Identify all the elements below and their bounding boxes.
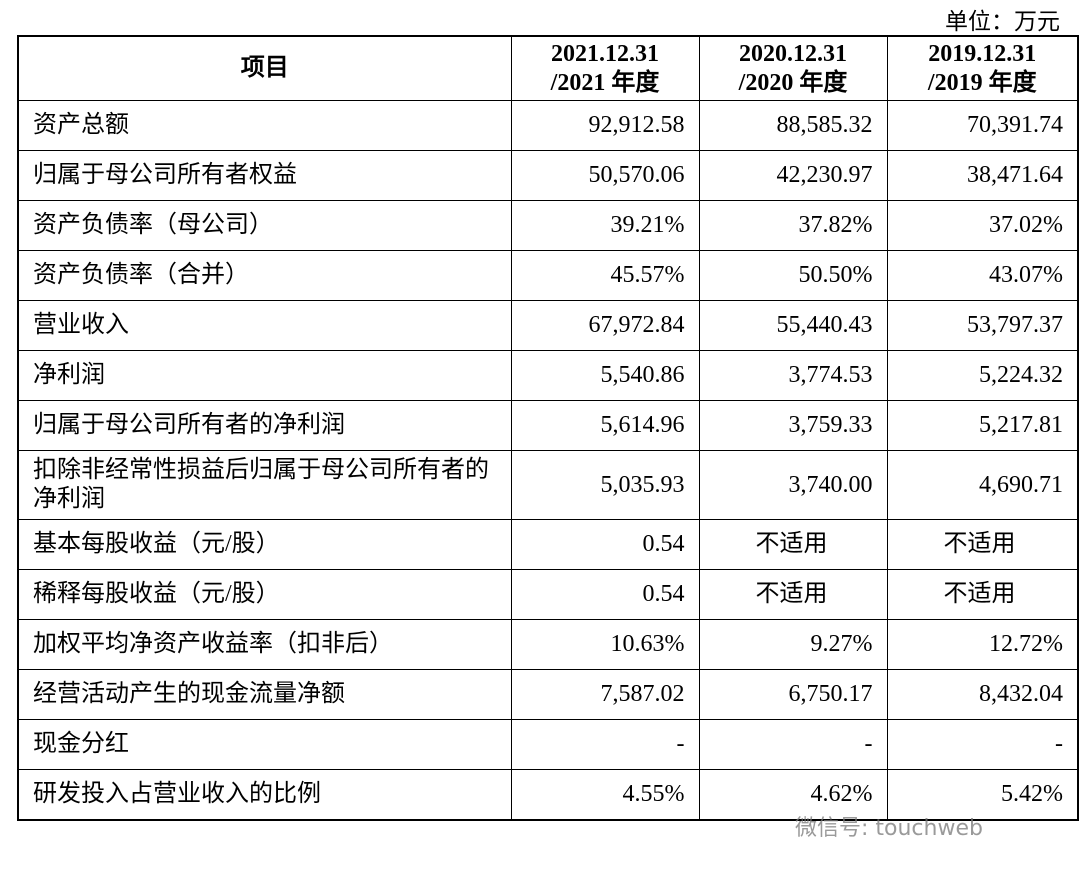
table-row: 归属于母公司所有者权益 50,570.06 42,230.97 38,471.64: [17, 150, 1079, 201]
row-label: 加权平均净资产收益率（扣非后）: [17, 619, 512, 670]
value-cell: 3,740.00: [698, 450, 888, 520]
value-cell: 不适用: [698, 569, 888, 620]
value-cell: 5,540.86: [510, 350, 700, 401]
value-cell: 3,759.33: [698, 400, 888, 451]
watermark: 微信号: touchweb: [795, 816, 983, 841]
row-label: 归属于母公司所有者权益: [17, 150, 512, 201]
value-cell: 43.07%: [886, 250, 1079, 301]
value-cell: -: [698, 719, 888, 770]
table-row: 基本每股收益（元/股） 0.54 不适用 不适用: [17, 519, 1079, 570]
value-cell: 8,432.04: [886, 669, 1079, 720]
header-cell: 2020.12.31 /2020 年度: [698, 35, 888, 101]
table-row: 归属于母公司所有者的净利润 5,614.96 3,759.33 5,217.81: [17, 400, 1079, 451]
value-cell: 42,230.97: [698, 150, 888, 201]
value-cell: 70,391.74: [886, 100, 1079, 151]
value-cell: 3,774.53: [698, 350, 888, 401]
row-label: 资产负债率（合并）: [17, 250, 512, 301]
value-cell: 5,035.93: [510, 450, 700, 520]
table-row: 现金分红 - - -: [17, 719, 1079, 770]
value-cell: 50.50%: [698, 250, 888, 301]
value-cell: 50,570.06: [510, 150, 700, 201]
table-row: 资产总额 92,912.58 88,585.32 70,391.74: [17, 100, 1079, 151]
value-cell: 4,690.71: [886, 450, 1079, 520]
value-cell: 不适用: [698, 519, 888, 570]
row-label: 研发投入占营业收入的比例: [17, 769, 512, 821]
row-label: 基本每股收益（元/股）: [17, 519, 512, 570]
table-row: 经营活动产生的现金流量净额 7,587.02 6,750.17 8,432.04: [17, 669, 1079, 720]
financial-table: 项目 2021.12.31 /2021 年度 2020.12.31 /2020 年度…: [17, 35, 1079, 821]
value-cell: 37.82%: [698, 200, 888, 251]
row-label: 归属于母公司所有者的净利润: [17, 400, 512, 451]
value-cell: 5.42%: [886, 769, 1079, 821]
table-row: 稀释每股收益（元/股） 0.54 不适用 不适用: [17, 569, 1079, 620]
row-label: 现金分红: [17, 719, 512, 770]
row-label: 净利润: [17, 350, 512, 401]
value-cell: 67,972.84: [510, 300, 700, 351]
value-cell: 0.54: [510, 569, 700, 620]
value-cell: 5,614.96: [510, 400, 700, 451]
table-row: 资产负债率（合并） 45.57% 50.50% 43.07%: [17, 250, 1079, 301]
value-cell: 不适用: [886, 519, 1079, 570]
value-cell: 39.21%: [510, 200, 700, 251]
row-label: 资产总额: [17, 100, 512, 151]
value-cell: 不适用: [886, 569, 1079, 620]
table-row: 扣除非经常性损益后归属于母公司所有者的净利润 5,035.93 3,740.00 4,…: [17, 450, 1079, 520]
value-cell: 45.57%: [510, 250, 700, 301]
header-cell: 2021.12.31 /2021 年度: [510, 35, 700, 101]
table-row: 资产负债率（母公司） 39.21% 37.82% 37.02%: [17, 200, 1079, 251]
value-cell: 38,471.64: [886, 150, 1079, 201]
table-row: 营业收入 67,972.84 55,440.43 53,797.37: [17, 300, 1079, 351]
row-label: 扣除非经常性损益后归属于母公司所有者的净利润: [17, 450, 512, 520]
row-label: 资产负债率（母公司）: [17, 200, 512, 251]
row-label: 稀释每股收益（元/股）: [17, 569, 512, 620]
table-row: 净利润 5,540.86 3,774.53 5,224.32: [17, 350, 1079, 401]
value-cell: 6,750.17: [698, 669, 888, 720]
value-cell: 88,585.32: [698, 100, 888, 151]
value-cell: 92,912.58: [510, 100, 700, 151]
table-row: 加权平均净资产收益率（扣非后） 10.63% 9.27% 12.72%: [17, 619, 1079, 670]
value-cell: 0.54: [510, 519, 700, 570]
value-cell: 5,224.32: [886, 350, 1079, 401]
value-cell: 12.72%: [886, 619, 1079, 670]
value-cell: 53,797.37: [886, 300, 1079, 351]
value-cell: 4.55%: [510, 769, 700, 821]
row-label: 营业收入: [17, 300, 512, 351]
value-cell: 37.02%: [886, 200, 1079, 251]
header-cell: 2019.12.31 /2019 年度: [886, 35, 1079, 101]
header-row: 项目 2021.12.31 /2021 年度 2020.12.31 /2020 年度…: [17, 35, 1079, 101]
value-cell: 4.62%: [698, 769, 888, 821]
value-cell: 10.63%: [510, 619, 700, 670]
value-cell: 5,217.81: [886, 400, 1079, 451]
value-cell: -: [510, 719, 700, 770]
value-cell: -: [886, 719, 1079, 770]
value-cell: 7,587.02: [510, 669, 700, 720]
header-cell: 项目: [17, 35, 512, 101]
value-cell: 9.27%: [698, 619, 888, 670]
value-cell: 55,440.43: [698, 300, 888, 351]
table-row: 研发投入占营业收入的比例 4.55% 4.62% 5.42%: [17, 769, 1079, 821]
unit-label: 单位：万元: [945, 9, 1060, 34]
row-label: 经营活动产生的现金流量净额: [17, 669, 512, 720]
